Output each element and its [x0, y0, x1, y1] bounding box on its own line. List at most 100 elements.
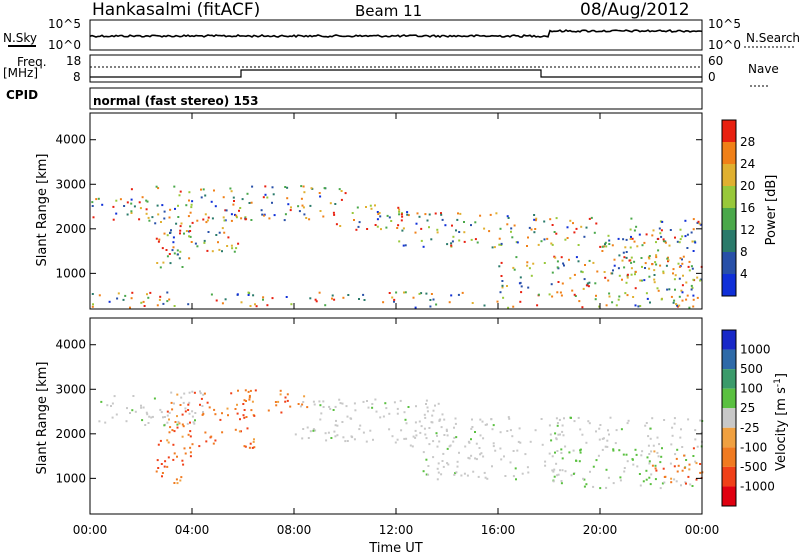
scatter-cell: [283, 219, 286, 222]
scatter-cell: [543, 262, 546, 264]
scatter-cell: [332, 211, 335, 214]
power-panel: 1000 2000 3000 4000 Slant Range [km] 4 8 12 16…: [35, 112, 779, 310]
scatter-cell: [336, 424, 339, 427]
scatter-cell: [602, 437, 605, 440]
scatter-cell: [201, 413, 204, 416]
scatter-cell: [183, 392, 186, 395]
scatter-cell: [206, 401, 209, 404]
scatter-cell: [572, 222, 574, 225]
scatter-cell: [651, 464, 654, 467]
scatter-cell: [595, 294, 597, 297]
scatter-cell: [388, 412, 391, 415]
scatter-cell: [429, 305, 432, 308]
scatter-cell: [424, 433, 427, 436]
scatter-cell: [467, 440, 470, 443]
scatter-cell: [303, 213, 306, 216]
scatter-cell: [427, 465, 430, 467]
scatter-cell: [235, 216, 238, 219]
scatter-cell: [130, 198, 133, 201]
scatter-cell: [471, 302, 474, 304]
scatter-cell: [191, 415, 194, 418]
scatter-cell: [510, 227, 513, 230]
scatter-cell: [158, 298, 161, 301]
scatter-cell: [533, 218, 536, 221]
scatter-cell: [680, 289, 683, 292]
scatter-cell: [133, 205, 136, 208]
scatter-cell: [97, 197, 100, 200]
scatter-cell: [603, 271, 606, 273]
scatter-cell: [157, 443, 160, 446]
scatter-cell: [611, 244, 614, 247]
scatter-cell: [479, 214, 482, 217]
scatter-cell: [690, 284, 693, 287]
scatter-cell: [601, 250, 604, 252]
scatter-cell: [458, 451, 460, 454]
scatter-cell: [446, 447, 449, 450]
scatter-cell: [115, 199, 118, 202]
nsky-panel: [8, 19, 796, 51]
scatter-cell: [521, 472, 524, 475]
scatter-cell: [683, 466, 686, 469]
scatter-cell: [638, 473, 641, 475]
cpid-frame: [89, 87, 703, 110]
scatter-cell: [626, 294, 629, 297]
scatter-cell: [285, 296, 288, 298]
scatter-cell: [298, 210, 301, 213]
scatter-cell: [452, 235, 455, 238]
scatter-cell: [328, 405, 331, 408]
scatter-cell: [237, 389, 239, 392]
scatter-cell: [554, 451, 556, 454]
scatter-cell: [556, 291, 559, 294]
scatter-cell: [519, 281, 522, 284]
scatter-cell: [577, 260, 580, 263]
scatter-cell: [500, 244, 503, 246]
nsky-label: N.Sky: [3, 31, 38, 45]
scatter-cell: [329, 202, 332, 205]
scatter-cell: [694, 429, 697, 432]
scatter-cell: [673, 299, 676, 302]
scatter-cell: [182, 401, 185, 404]
scatter-cell: [142, 300, 145, 303]
scatter-cell: [355, 228, 358, 231]
scatter-cell: [200, 196, 203, 199]
scatter-cell: [191, 200, 194, 203]
scatter-cell: [687, 418, 690, 421]
scatter-cell: [207, 216, 210, 219]
scatter-cell: [621, 278, 623, 281]
scatter-cell: [579, 449, 582, 452]
scatter-cell: [515, 478, 517, 481]
scatter-cell: [653, 281, 656, 284]
scatter-cell: [606, 439, 609, 442]
scatter-cell: [671, 426, 674, 429]
colorbar-swatch: [722, 408, 736, 428]
scatter-cell: [148, 415, 151, 418]
scatter-cell: [251, 400, 254, 403]
scatter-cell: [659, 487, 662, 490]
scatter-cell: [340, 198, 343, 201]
scatter-cell: [463, 221, 465, 223]
scatter-cell: [691, 240, 694, 243]
scatter-cell: [266, 196, 269, 199]
scatter-cell: [422, 451, 425, 454]
scatter-cell: [206, 249, 209, 252]
scatter-cell: [555, 232, 558, 235]
scatter-cell: [176, 423, 179, 426]
scatter-cell: [598, 305, 601, 308]
scatter-cell: [172, 246, 175, 249]
scatter-cell: [618, 254, 621, 257]
scatter-cell: [366, 400, 368, 402]
scatter-cell: [302, 428, 305, 430]
scatter-cell: [474, 221, 477, 224]
scatter-cell: [632, 463, 635, 466]
scatter-cell: [636, 245, 639, 248]
scatter-cell: [663, 419, 666, 421]
scatter-cell: [691, 485, 694, 487]
scatter-cell: [172, 236, 175, 239]
scatter-cell: [657, 455, 660, 458]
scatter-cell: [632, 296, 635, 298]
scatter-cell: [548, 424, 551, 427]
scatter-cell: [500, 275, 503, 277]
scatter-cell: [471, 426, 474, 428]
scatter-cell: [204, 194, 207, 197]
scatter-cell: [474, 457, 477, 460]
